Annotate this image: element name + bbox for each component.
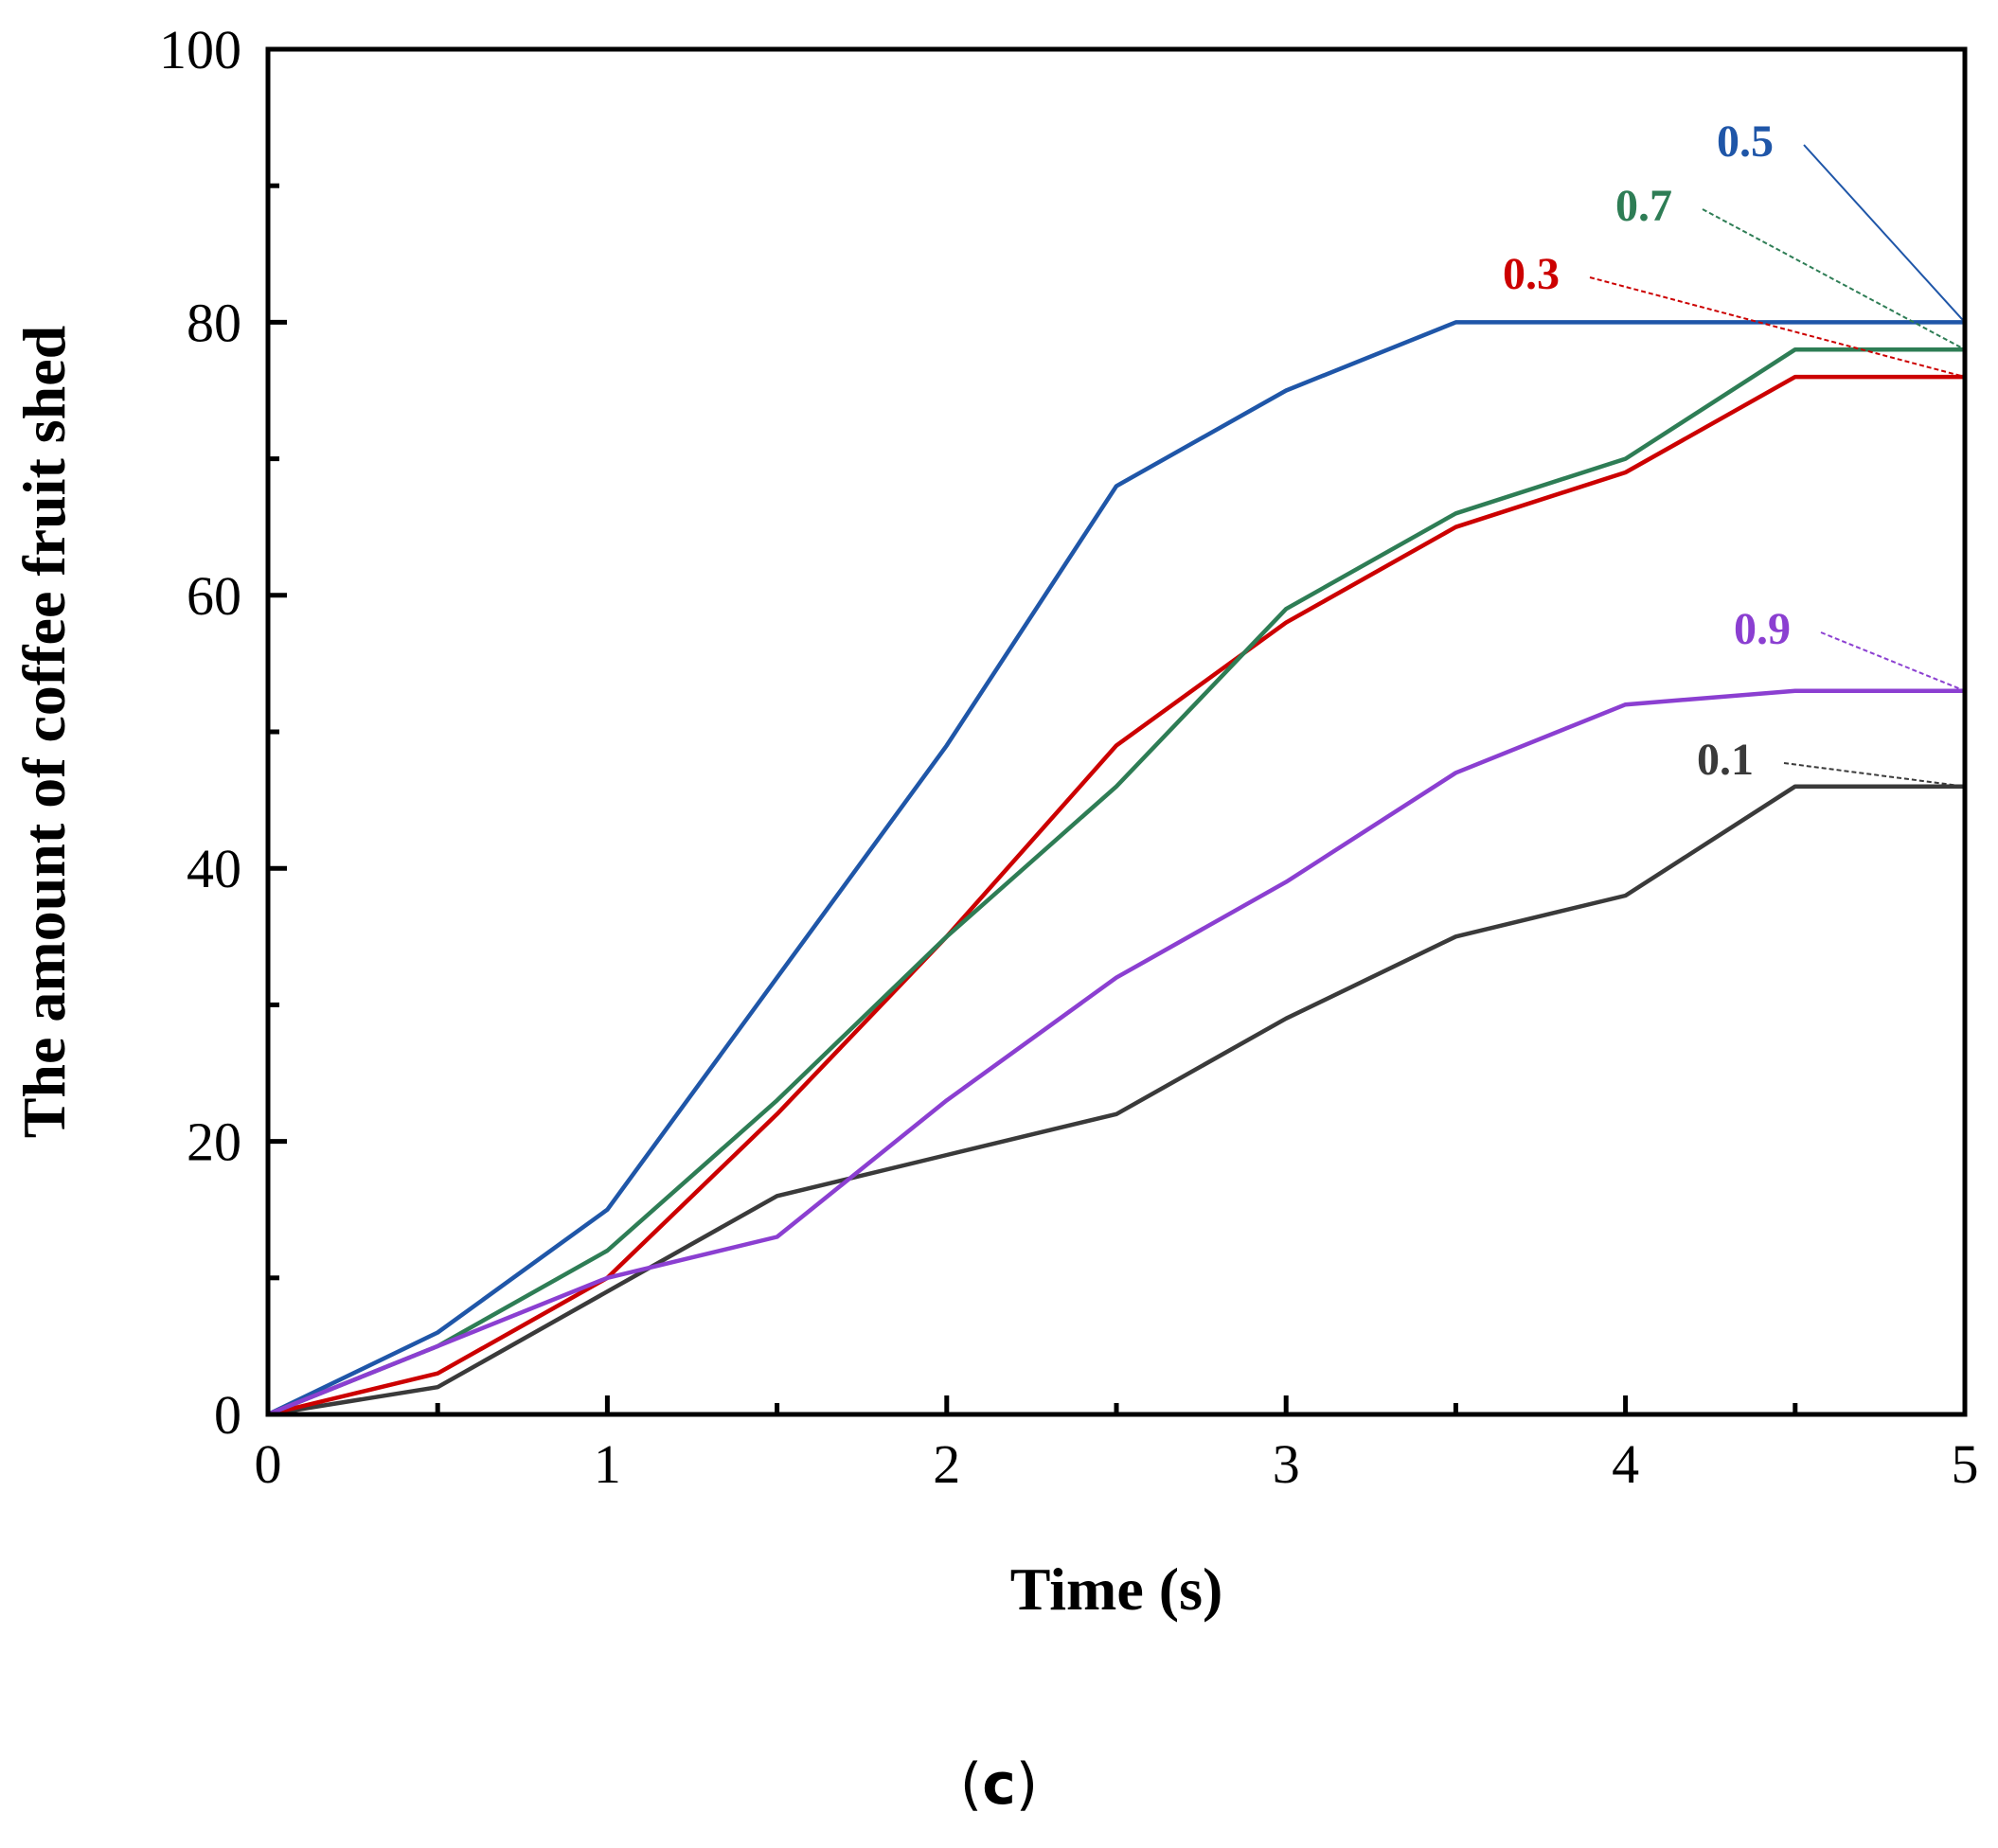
series-label-0-7: 0.7 <box>1615 181 1672 231</box>
panel-label-close: ) <box>1015 1751 1039 1818</box>
tick-layer: 0 1 2 3 4 5 0 20 40 60 80 100 <box>159 19 1979 1495</box>
x-tick-label: 2 <box>933 1433 960 1495</box>
x-tick-label: 5 <box>1952 1433 1979 1495</box>
panel-label: (c) <box>0 1751 1998 1818</box>
x-tick-label: 3 <box>1273 1433 1300 1495</box>
leader-line-0-3 <box>1589 276 1966 379</box>
leader-line-0-1 <box>1783 762 1966 788</box>
series-label-0-5: 0.5 <box>1717 116 1774 167</box>
series-line-0-5 <box>267 320 1965 1417</box>
y-tick-label: 0 <box>214 1384 241 1446</box>
x-tick-label: 0 <box>255 1433 282 1495</box>
y-tick-label: 100 <box>159 19 241 80</box>
y-tick-label: 20 <box>187 1111 241 1173</box>
y-tick-label: 80 <box>187 292 241 353</box>
x-tick-label: 1 <box>594 1433 621 1495</box>
series-label-0-9: 0.9 <box>1734 604 1791 654</box>
leader-line-0-7 <box>1702 208 1966 351</box>
series-line-0-1 <box>267 784 1965 1417</box>
series-label-0-3: 0.3 <box>1503 249 1560 299</box>
y-tick-label: 40 <box>187 838 241 899</box>
panel-label-letter: c <box>982 1751 1016 1818</box>
series-line-0-7 <box>267 346 1965 1417</box>
plot-frame <box>265 46 1968 1417</box>
series-label-0-1: 0.1 <box>1697 735 1754 785</box>
leader-line-0-5 <box>1803 144 1966 324</box>
x-axis-title: Time (s) <box>1010 1555 1223 1623</box>
series-line-0-9 <box>267 688 1965 1417</box>
series-line-0-3 <box>267 374 1965 1417</box>
y-axis-title: The amount of coffee fruit shed <box>10 326 78 1139</box>
leader-line-0-9 <box>1820 631 1966 692</box>
y-tick-label: 60 <box>187 565 241 627</box>
panel-label-open: ( <box>959 1751 983 1818</box>
series-layer <box>267 320 1965 1417</box>
x-tick-label: 4 <box>1612 1433 1639 1495</box>
series-label-layer: 0.1 0.3 0.5 0.7 0.9 <box>1503 116 1966 788</box>
